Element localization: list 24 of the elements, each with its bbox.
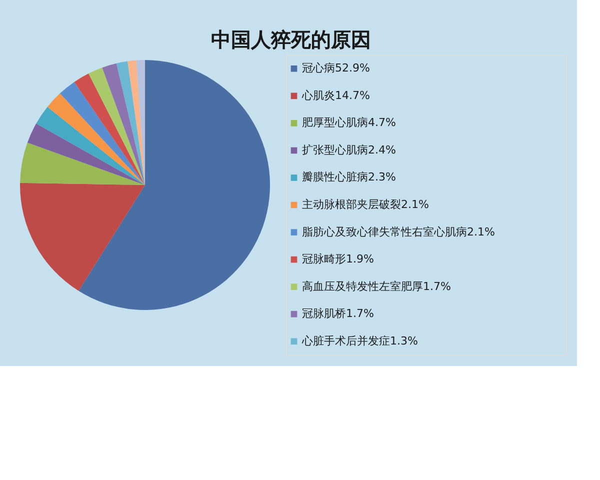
legend-label: 瓣膜性心脏病2.3% [302,170,396,184]
legend-label: 冠心病52.9% [302,62,370,75]
pie-slice [116,61,145,185]
legend-label: 心脏手术后并发症1.3% [301,334,418,348]
pie-slice [60,82,145,185]
legend-label: 高血压及特发性左室肥厚1.7% [302,280,451,293]
legend-label: 肥厚型心肌病4.7% [302,116,396,130]
legend-label: 扩张型心肌病2.4% [302,143,396,156]
pie-slice [128,60,145,185]
pie-slice [27,124,145,185]
legend-label: 冠脉肌桥1.7% [302,307,374,320]
legend-label: 脂肪心及致心律失常性右室心肌病2.1% [302,225,495,238]
pie-slice [20,142,145,185]
pie-slice [74,73,145,185]
legend-label: 冠脉畸形1.9% [302,252,374,266]
chart-title: 中国人猝死的原因 [210,28,371,52]
pie-slice [47,93,145,185]
pie-slice [78,60,270,310]
pie-slice [88,68,145,185]
pie-slice [102,63,145,185]
pie-slice [36,106,145,185]
legend-label: 主动脉根部夹层破裂2.1% [302,198,429,211]
pie-slice [20,182,145,291]
legend-label: 心肌炎14.7% [301,88,370,102]
